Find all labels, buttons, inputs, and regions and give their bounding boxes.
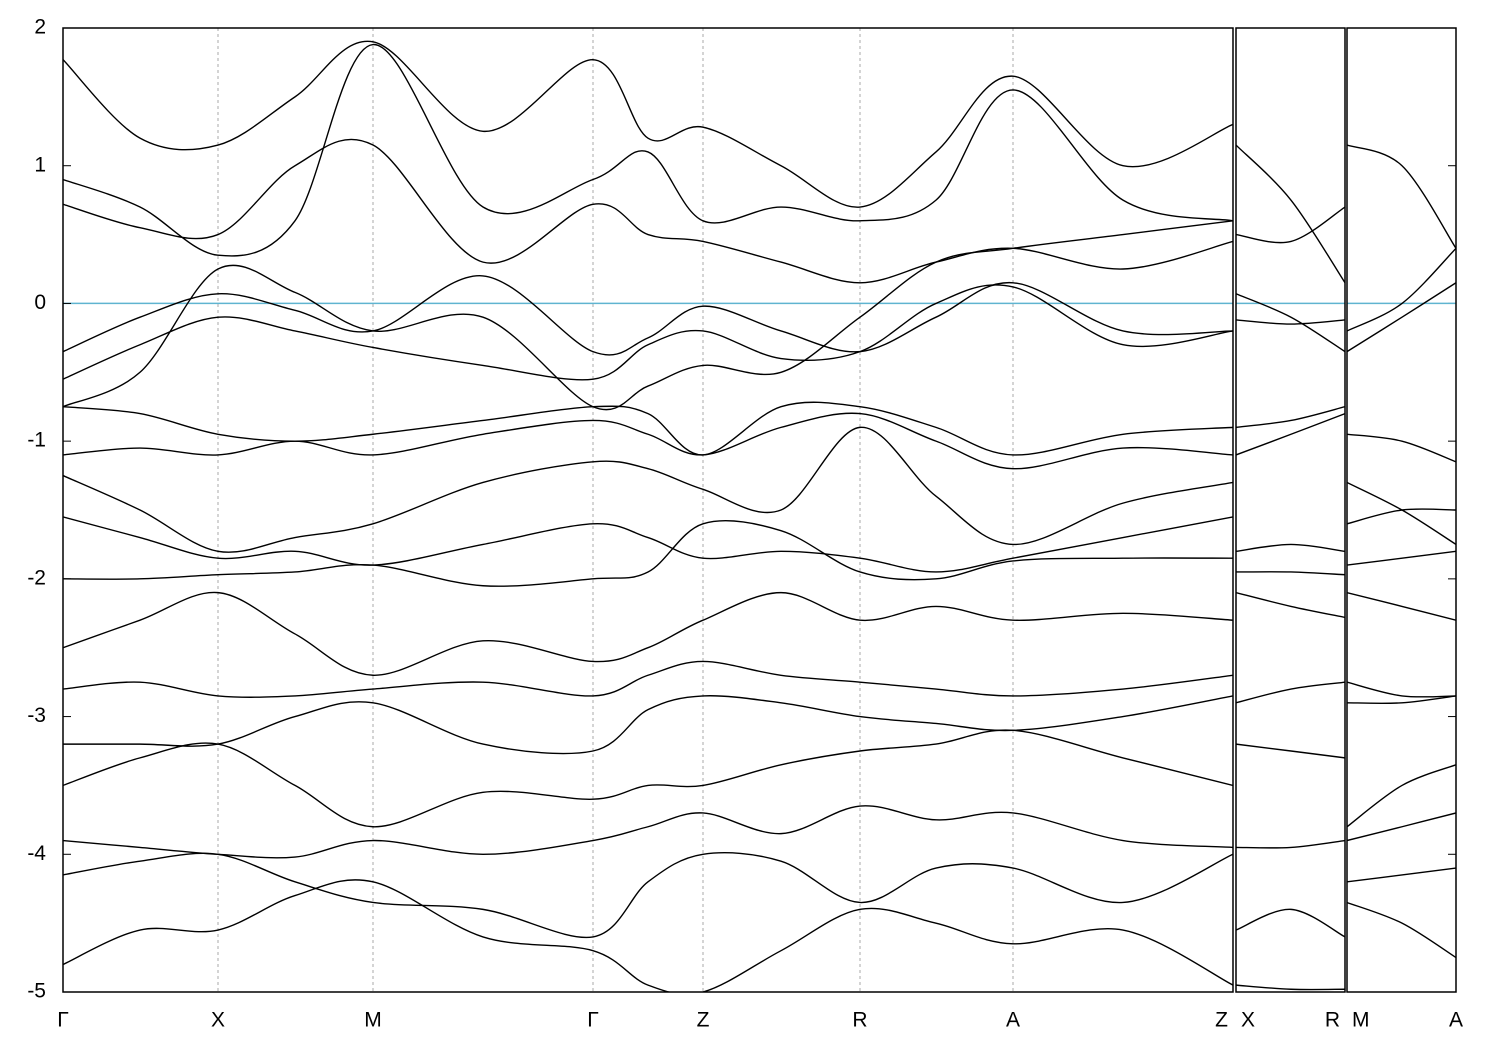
- band-line: [1236, 319, 1345, 325]
- y-tick-label: -1: [27, 429, 46, 452]
- x-tick-label: Γ: [57, 1009, 69, 1032]
- band-line: [1347, 144, 1456, 249]
- band-line: [1236, 839, 1345, 849]
- x-tick-label: R: [852, 1009, 867, 1032]
- x-tick-label: Z: [697, 1009, 710, 1032]
- panel-frame: [1346, 27, 1457, 993]
- band-line: [1347, 282, 1456, 353]
- band-line: [63, 220, 1233, 411]
- band-line: [63, 729, 1233, 828]
- x-tick-label: Γ: [587, 1009, 599, 1032]
- x-tick-label: M: [364, 1009, 382, 1032]
- band-line: [1347, 481, 1456, 546]
- panel-frame: [62, 27, 1234, 993]
- band-line: [1236, 293, 1345, 353]
- band-line: [63, 520, 1233, 587]
- bands: [1236, 144, 1345, 991]
- band-line: [63, 43, 1233, 257]
- band-line: [1347, 550, 1456, 566]
- band-line: [63, 426, 1233, 553]
- band-line: [63, 275, 1233, 356]
- y-tick-label: -4: [27, 842, 46, 865]
- x-tick-label: M: [1352, 1009, 1370, 1032]
- y-tick-label: 2: [34, 16, 46, 39]
- band-line: [1236, 743, 1345, 759]
- y-tick-label: -5: [27, 980, 46, 1003]
- band-line: [1236, 412, 1345, 456]
- band-line: [1347, 764, 1456, 828]
- x-tick-label: X: [211, 1009, 225, 1032]
- bands: [1347, 144, 1456, 959]
- y-tick-label: -2: [27, 566, 46, 589]
- bands: [63, 40, 1233, 992]
- band-line: [63, 660, 1233, 698]
- band-line: [63, 695, 1233, 755]
- x-tick-label: Z: [1215, 1009, 1228, 1032]
- band-line: [1347, 591, 1456, 621]
- band-line: [1236, 571, 1345, 576]
- band-line: [63, 40, 1233, 208]
- band-line: [63, 591, 1233, 676]
- band-line: [63, 805, 1233, 859]
- band-line: [1236, 406, 1345, 429]
- band-line: [63, 879, 1233, 992]
- x-tick-label: R: [1325, 1009, 1340, 1032]
- y-tick-label: -3: [27, 704, 46, 727]
- band-line: [63, 852, 1233, 939]
- band-line: [1236, 206, 1345, 244]
- band-line: [1236, 681, 1345, 704]
- band-line: [1347, 247, 1456, 332]
- y-tick-label: 0: [34, 291, 46, 314]
- panel-frame: [1235, 27, 1346, 993]
- y-tick-label: 1: [34, 153, 46, 176]
- band-line: [63, 401, 1233, 456]
- x-tick-label: X: [1241, 1009, 1255, 1032]
- band-line: [63, 412, 1233, 470]
- band-line: [1347, 901, 1456, 959]
- band-line: [1236, 591, 1345, 619]
- band-line: [1236, 984, 1345, 991]
- band-line: [63, 138, 1233, 284]
- band-line: [1347, 508, 1456, 525]
- band-line: [63, 284, 1233, 381]
- band-line: [1347, 433, 1456, 463]
- band-line: [1347, 812, 1456, 842]
- x-tick-label: A: [1006, 1009, 1020, 1032]
- band-line: [1347, 867, 1456, 883]
- band-line: [1347, 681, 1456, 698]
- band-line: [1236, 144, 1345, 284]
- band-line: [1347, 695, 1456, 705]
- band-line: [63, 516, 1233, 573]
- band-line: [1236, 908, 1345, 938]
- x-tick-label: A: [1449, 1009, 1463, 1032]
- band-line: [1236, 543, 1345, 553]
